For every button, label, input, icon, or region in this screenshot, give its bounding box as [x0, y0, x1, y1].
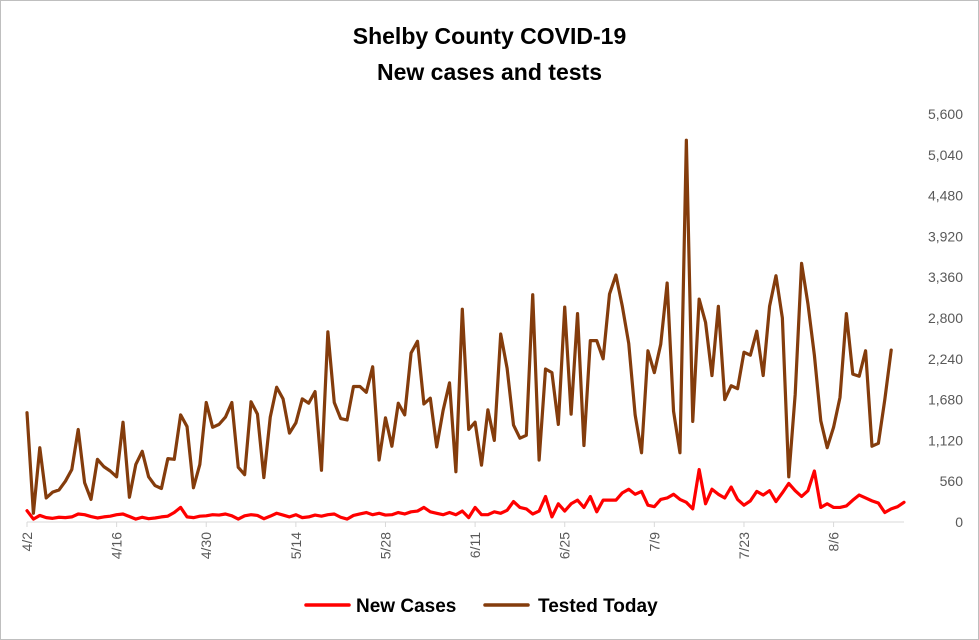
x-tick-label: 6/25 [557, 532, 573, 559]
y-tick-label: 3,360 [928, 269, 963, 285]
y-tick-label: 1,680 [928, 392, 963, 408]
y-tick-label: 2,240 [928, 351, 963, 367]
x-axis-tick-labels: 4/2 4/16 4/30 5/14 5/28 6/11 6/25 7/9 7/23 8/6 [19, 522, 842, 559]
x-tick-label: 4/30 [198, 532, 214, 559]
legend: New Cases Tested Today [304, 596, 658, 617]
x-tick-label: 4/2 [19, 532, 35, 552]
y-tick-label: 560 [940, 473, 964, 489]
y-tick-label: 5,040 [928, 147, 963, 163]
x-tick-label: 7/9 [646, 532, 662, 552]
legend-new-cases-label: New Cases [356, 596, 456, 617]
x-tick-label: 5/28 [377, 532, 393, 559]
x-tick-label: 7/23 [736, 532, 752, 559]
legend-tested-today-label: Tested Today [538, 596, 658, 617]
y-tick-label: 0 [955, 514, 963, 530]
chart-subtitle: New cases and tests [376, 59, 602, 85]
series-line-new-cases [25, 467, 906, 521]
x-tick-label: 6/11 [467, 532, 483, 558]
x-tick-label: 5/14 [288, 532, 304, 559]
x-tick-label: 8/6 [826, 532, 842, 552]
y-tick-label: 5,600 [928, 106, 963, 122]
y-tick-label: 2,800 [928, 310, 963, 326]
y-axis-tick-labels: 0 560 1,120 1,680 2,240 2,800 3,360 3,920 4,480 5… [928, 106, 963, 530]
chart-title: Shelby County COVID-19 [352, 23, 627, 49]
x-tick-label: 4/16 [109, 532, 125, 559]
series-lines [25, 138, 906, 521]
y-tick-label: 3,920 [928, 228, 963, 244]
series-line-tested-today [25, 138, 893, 515]
y-tick-label: 1,120 [928, 432, 963, 448]
y-tick-label: 4,480 [928, 188, 963, 204]
